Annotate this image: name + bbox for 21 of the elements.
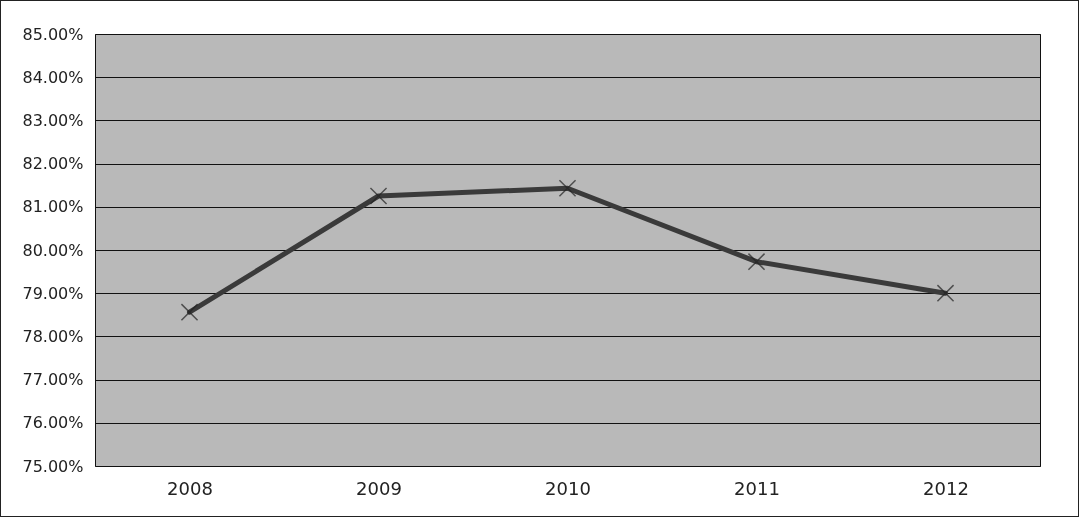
y-tick-label: 78.00% — [22, 326, 84, 346]
y-tick-label: 80.00% — [22, 240, 84, 260]
x-tick-label: 2012 — [923, 477, 969, 499]
y-tick-label: 81.00% — [22, 197, 84, 217]
x-tick-label: 2011 — [734, 477, 780, 499]
x-tick-label: 2010 — [545, 477, 591, 499]
y-tick-label: 77.00% — [22, 370, 84, 390]
y-tick-label: 76.00% — [22, 413, 84, 433]
y-tick-label: 82.00% — [22, 154, 84, 174]
x-tick-label: 2009 — [356, 477, 402, 499]
y-tick-label: 84.00% — [22, 67, 84, 87]
y-tick-label: 83.00% — [22, 110, 84, 130]
point — [936, 284, 955, 303]
point — [180, 303, 199, 322]
y-tick-label: 75.00% — [22, 456, 84, 476]
y-tick-label: 79.00% — [22, 283, 84, 303]
y-tick-label: 85.00% — [22, 24, 84, 44]
point — [369, 187, 388, 205]
point — [747, 252, 766, 271]
x-tick-label: 2008 — [167, 477, 213, 499]
point — [558, 179, 577, 198]
